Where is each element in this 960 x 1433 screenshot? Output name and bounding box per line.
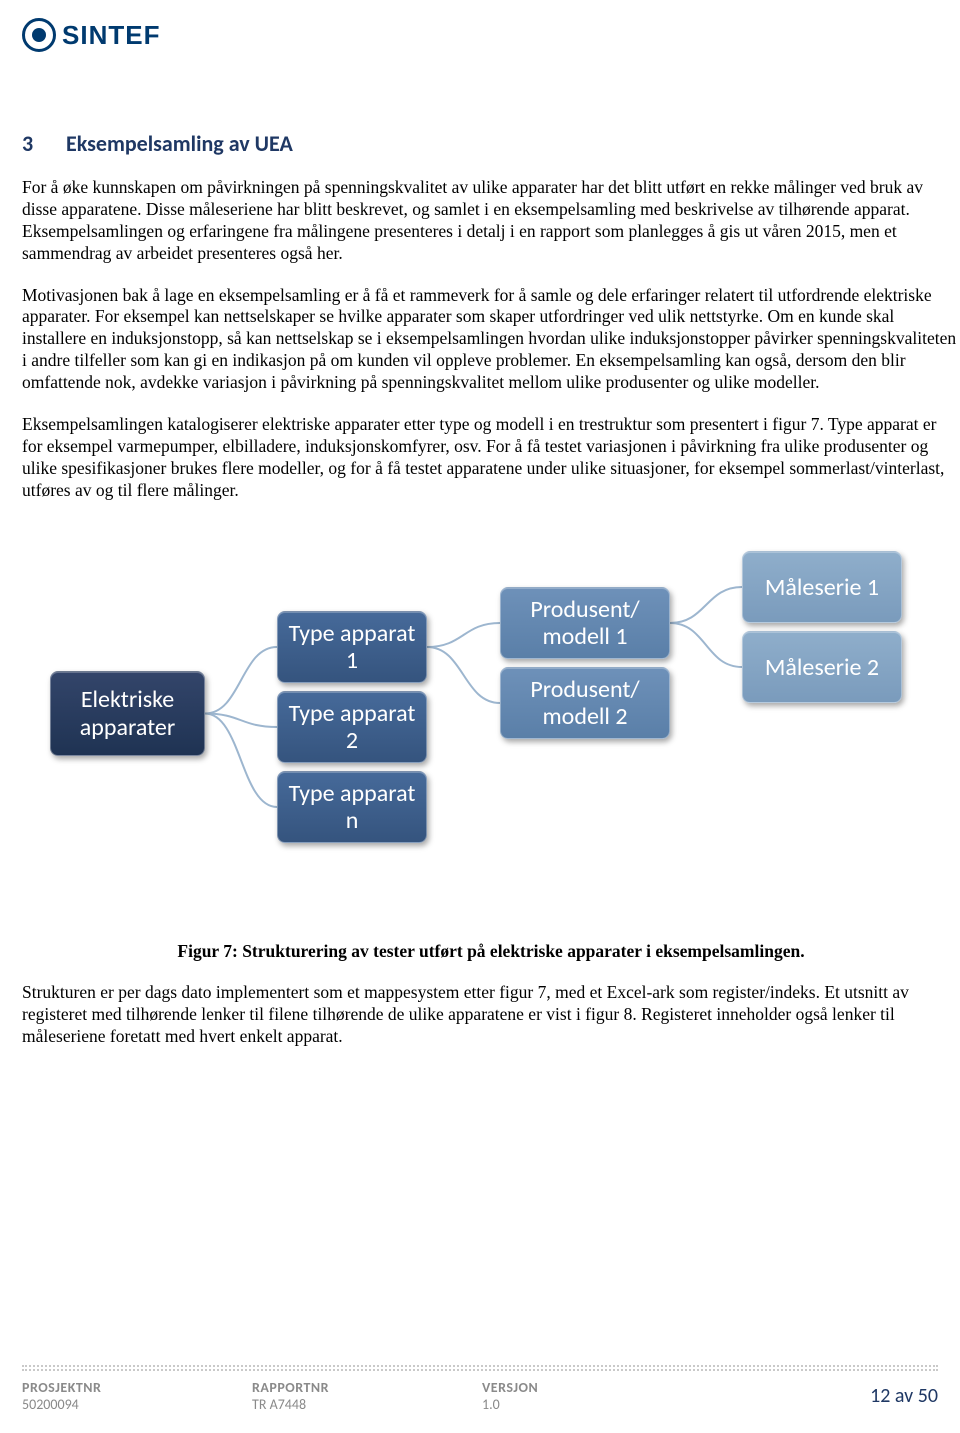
diagram-edge xyxy=(670,587,742,623)
paragraph-2: Motivasjonen bak å lage en eksempelsamli… xyxy=(22,285,960,394)
footer-project-label: PROSJEKTNR xyxy=(22,1379,252,1396)
diagram-node-pm2: Produsent/ modell 2 xyxy=(500,667,670,739)
brand-logo: SINTEF xyxy=(22,18,160,52)
figure-caption: Figur 7: Strukturering av tester utført … xyxy=(61,941,921,962)
brand-logo-inner xyxy=(32,28,46,42)
tree-diagram: Elektriske apparater Type apparat 1 Type a… xyxy=(22,531,942,911)
footer-project: PROSJEKTNR 50200094 xyxy=(22,1379,252,1413)
footer-version-label: VERSJON xyxy=(482,1379,712,1396)
footer-page-number: 12 av 50 xyxy=(870,1384,938,1408)
section-heading: 3Eksempelsamling av UEA xyxy=(22,130,960,157)
footer-project-value: 50200094 xyxy=(22,1396,252,1413)
diagram-node-t2: Type apparat 2 xyxy=(277,691,427,763)
diagram-node-root: Elektriske apparater xyxy=(50,671,205,756)
diagram-edge xyxy=(670,623,742,667)
diagram-node-m1: Måleserie 1 xyxy=(742,551,902,623)
brand-logo-mark xyxy=(22,18,56,52)
diagram-node-pm1: Produsent/ modell 1 xyxy=(500,587,670,659)
diagram-node-t1: Type apparat 1 xyxy=(277,611,427,683)
section-title: Eksempelsamling av UEA xyxy=(66,130,293,157)
diagram-edge xyxy=(427,647,500,703)
paragraph-3: Eksempelsamlingen katalogiserer elektris… xyxy=(22,414,960,502)
diagram-node-m2: Måleserie 2 xyxy=(742,631,902,703)
page-footer: PROSJEKTNR 50200094 RAPPORTNR TR A7448 V… xyxy=(22,1365,938,1413)
diagram-edge xyxy=(427,623,500,647)
diagram-edge xyxy=(205,714,277,808)
footer-report-value: TR A7448 xyxy=(252,1396,482,1413)
diagram-node-tn: Type apparat n xyxy=(277,771,427,843)
paragraph-1: For å øke kunnskapen om påvirkningen på … xyxy=(22,177,960,265)
diagram-edge xyxy=(205,714,277,728)
footer-report: RAPPORTNR TR A7448 xyxy=(252,1379,482,1413)
footer-report-label: RAPPORTNR xyxy=(252,1379,482,1396)
section-number: 3 xyxy=(22,130,66,157)
diagram-edge xyxy=(205,647,277,714)
brand-name: SINTEF xyxy=(62,20,160,51)
paragraph-4: Strukturen er per dags dato implementert… xyxy=(22,982,960,1048)
footer-version-value: 1.0 xyxy=(482,1396,712,1413)
footer-version: VERSJON 1.0 xyxy=(482,1379,712,1413)
page-content: 3Eksempelsamling av UEA For å øke kunnsk… xyxy=(22,130,960,1068)
